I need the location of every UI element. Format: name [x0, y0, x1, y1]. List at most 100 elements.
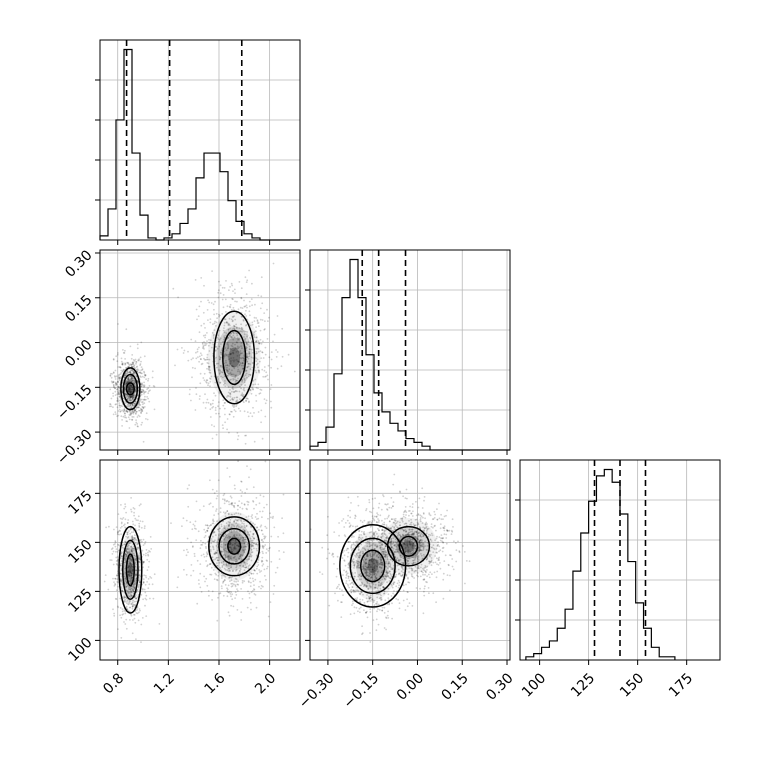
scatter-point	[269, 601, 272, 603]
scatter-point	[233, 525, 236, 528]
scatter-point	[227, 344, 230, 347]
scatter-point	[216, 347, 219, 350]
scatter-point	[248, 305, 251, 308]
scatter-point	[227, 555, 229, 558]
scatter-point	[373, 515, 376, 518]
scatter-point	[131, 386, 134, 389]
scatter-point	[113, 612, 115, 615]
scatter-point	[243, 566, 246, 569]
scatter-point	[206, 362, 209, 364]
scatter-point	[343, 554, 346, 557]
scatter-point	[119, 577, 122, 580]
scatter-point	[357, 590, 360, 592]
scatter-point	[224, 382, 226, 385]
scatter-point	[226, 527, 229, 530]
scatter-point	[206, 358, 209, 361]
scatter-point	[253, 593, 256, 595]
scatter-point	[116, 399, 119, 402]
scatter-point	[245, 524, 248, 527]
scatter-point	[131, 388, 134, 391]
scatter-point	[120, 579, 123, 582]
scatter-point	[387, 617, 390, 619]
scatter-point	[355, 553, 358, 556]
scatter-point	[231, 504, 234, 506]
scatter-point	[227, 347, 230, 349]
scatter-point	[228, 569, 231, 572]
scatter-point	[238, 500, 241, 502]
scatter-point	[223, 337, 226, 339]
scatter-point	[116, 353, 119, 356]
scatter-point	[131, 395, 134, 398]
scatter-point	[239, 410, 242, 412]
scatter-point	[134, 517, 137, 520]
scatter-point	[129, 557, 132, 560]
scatter-point	[226, 418, 229, 420]
scatter-point	[224, 557, 227, 559]
scatter-point	[132, 566, 134, 568]
scatter-point	[128, 557, 131, 560]
scatter-point	[423, 594, 426, 597]
scatter-point	[112, 371, 115, 374]
scatter-point	[114, 543, 116, 545]
scatter-point	[142, 598, 145, 601]
scatter-point	[229, 399, 232, 402]
scatter-point	[127, 544, 129, 547]
scatter-point	[133, 613, 135, 616]
scatter-point	[124, 601, 127, 603]
scatter-point	[118, 391, 121, 393]
scatter-point	[225, 332, 228, 334]
scatter-point	[248, 401, 250, 404]
scatter-point	[126, 533, 129, 536]
scatter-point	[131, 538, 134, 541]
scatter-point	[129, 390, 131, 393]
scatter-point	[129, 586, 132, 589]
scatter-point	[240, 315, 243, 318]
scatter-point	[206, 340, 208, 342]
scatter-point	[132, 365, 135, 368]
scatter-point	[250, 591, 253, 594]
scatter-point	[222, 399, 225, 401]
scatter-point	[124, 363, 126, 366]
scatter-point	[217, 369, 220, 371]
scatter-point	[130, 590, 133, 593]
scatter-point	[239, 353, 242, 356]
scatter-point	[142, 390, 145, 392]
scatter-point	[375, 565, 378, 568]
scatter-point	[124, 565, 126, 567]
scatter-point	[384, 555, 387, 558]
scatter-point	[142, 561, 145, 563]
scatter-point	[170, 522, 172, 524]
scatter-point	[236, 355, 239, 357]
scatter-point	[123, 376, 125, 379]
scatter-point	[137, 386, 140, 388]
scatter-point	[112, 413, 115, 416]
scatter-point	[233, 336, 236, 339]
scatter-point	[244, 491, 247, 494]
scatter-point	[204, 393, 206, 396]
scatter-point	[203, 357, 205, 360]
scatter-point	[221, 540, 223, 543]
scatter-point	[255, 503, 258, 506]
scatter-point	[129, 395, 132, 398]
scatter-point	[375, 515, 378, 518]
scatter-point	[341, 520, 343, 522]
scatter-point	[135, 361, 138, 363]
scatter-point	[204, 531, 207, 534]
scatter-point	[236, 560, 239, 562]
scatter-point	[219, 364, 222, 367]
scatter-point	[219, 567, 222, 569]
scatter-point	[273, 584, 276, 587]
scatter-point	[194, 340, 197, 342]
scatter-point	[239, 559, 242, 562]
scatter-point	[215, 552, 218, 554]
scatter-point	[209, 416, 212, 418]
scatter-point	[109, 403, 112, 406]
scatter-point	[133, 364, 136, 367]
scatter-point	[127, 591, 130, 594]
scatter-point	[116, 400, 118, 402]
scatter-point	[143, 574, 146, 577]
scatter-point	[287, 353, 290, 356]
scatter-point	[213, 308, 215, 311]
scatter-point	[134, 581, 137, 583]
scatter-point	[214, 409, 217, 411]
